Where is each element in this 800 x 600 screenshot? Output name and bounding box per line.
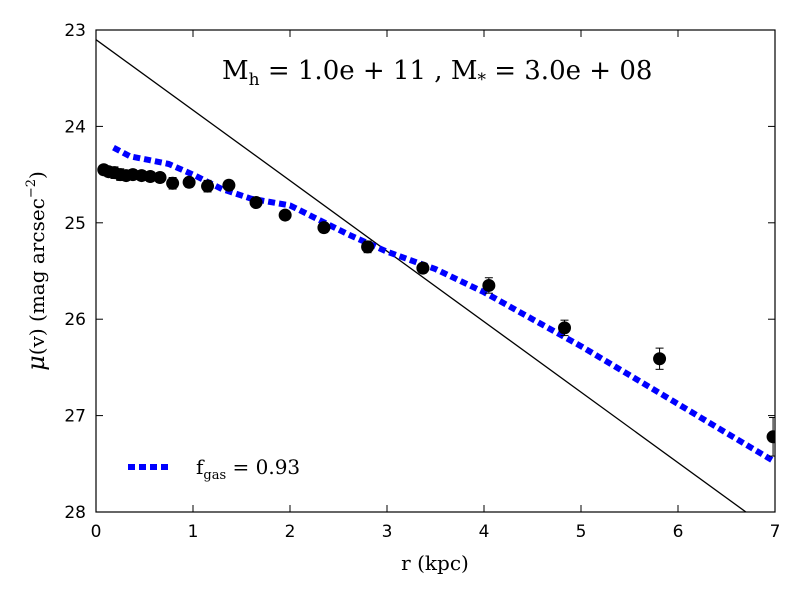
y-tick-label: 28 [64, 503, 86, 523]
y-axis-ticks: 23 24 25 26 27 28 [64, 21, 775, 523]
data-point [143, 170, 157, 184]
data-point [558, 321, 572, 335]
legend-label: fgas = 0.93 [196, 455, 300, 483]
data-point [317, 221, 331, 235]
x-tick-label: 3 [382, 522, 393, 542]
data-point [416, 261, 430, 275]
x-tick-label: 2 [285, 522, 296, 542]
x-tick-label: 1 [188, 522, 199, 542]
data-point [278, 208, 292, 222]
fit-line-layer [96, 39, 747, 512]
y-tick-label: 25 [64, 214, 86, 234]
y-tick-label: 24 [64, 117, 86, 137]
y-axis-label: μ(v) (mag arcsec−2) [22, 171, 50, 371]
data-point [653, 352, 667, 366]
y-tick-label: 26 [64, 310, 86, 330]
data-point [766, 430, 775, 444]
data-point [182, 175, 196, 189]
data-point [201, 179, 215, 193]
data-point [482, 278, 496, 292]
data-point [222, 178, 236, 192]
x-tick-label: 6 [673, 522, 684, 542]
data-point [249, 196, 263, 210]
x-tick-label: 7 [770, 522, 781, 542]
x-tick-label: 0 [91, 522, 102, 542]
observed-points-layer [97, 163, 775, 457]
legend: fgas = 0.93 [128, 455, 300, 483]
fit-line [96, 39, 747, 512]
data-point [153, 170, 167, 184]
mass-annotation: Mh = 1.0e + 11 , M* = 3.0e + 08 [222, 56, 652, 90]
y-tick-label: 23 [64, 21, 86, 41]
y-tick-label: 27 [64, 407, 86, 427]
data-point [166, 176, 180, 190]
model-line-layer [112, 144, 775, 465]
x-axis-ticks: 0 1 2 3 4 5 6 7 [91, 30, 781, 542]
data-point [361, 240, 375, 254]
x-tick-label: 4 [479, 522, 490, 542]
model-line [112, 144, 775, 465]
x-tick-label: 5 [576, 522, 587, 542]
x-axis-label: r (kpc) [401, 551, 469, 575]
